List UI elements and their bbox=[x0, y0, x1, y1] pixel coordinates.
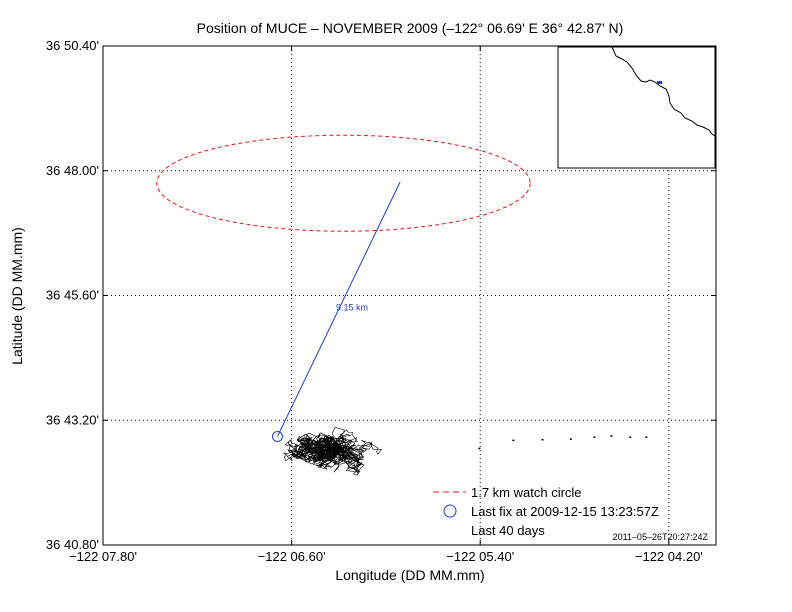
legend: 1.7 km watch circle Last fix at 2009-12-… bbox=[433, 485, 659, 538]
x-tick-label: −122 07.80' bbox=[69, 549, 137, 564]
inset-map bbox=[557, 46, 716, 169]
inset-frame bbox=[557, 46, 716, 169]
timestamp: 2011–05–26T20:27:24Z bbox=[613, 532, 709, 542]
drift-point bbox=[541, 438, 544, 441]
offset-distance-label: 9.15 km bbox=[336, 303, 368, 313]
last-40-days-track bbox=[283, 426, 383, 476]
watch-circle bbox=[156, 134, 531, 232]
y-tick-label: 36 40.80' bbox=[46, 537, 99, 552]
legend-watch-circle-label: 1.7 km watch circle bbox=[471, 485, 582, 500]
x-tick-label: −122 06.60' bbox=[258, 549, 326, 564]
series-layer: 9.15 km bbox=[156, 134, 648, 476]
drift-point bbox=[629, 436, 632, 438]
x-tick-labels: −122 07.80' −122 06.60' −122 05.40' −122 04… bbox=[69, 549, 703, 564]
y-tick-labels: 36 40.80' 36 43.20' 36 45.60' 36 48.00' 36 5… bbox=[46, 38, 99, 552]
drift-point bbox=[593, 436, 596, 438]
drift-point bbox=[478, 447, 481, 450]
x-axis-label: Longitude (DD MM.mm) bbox=[335, 567, 484, 583]
x-tick-label: −122 04.20' bbox=[635, 549, 703, 564]
drift-point bbox=[569, 438, 572, 440]
inset-mooring-marker bbox=[657, 81, 662, 84]
legend-last-fix-marker bbox=[443, 504, 457, 518]
y-tick-label: 36 48.00' bbox=[46, 163, 99, 178]
plot-frame bbox=[102, 45, 717, 546]
inset-coastline bbox=[611, 46, 716, 137]
x-tick-label: −122 05.40' bbox=[446, 549, 514, 564]
drift-point bbox=[645, 436, 648, 438]
chart-title: Position of MUCE – NOVEMBER 2009 (–122° … bbox=[197, 20, 624, 36]
legend-last-40-days-label: Last 40 days bbox=[471, 523, 545, 538]
y-tick-label: 36 50.40' bbox=[46, 38, 99, 53]
y-tick-label: 36 45.60' bbox=[46, 288, 99, 303]
y-axis-label: Latitude (DD MM.mm) bbox=[9, 227, 25, 365]
drift-point bbox=[512, 439, 515, 442]
offset-line bbox=[277, 181, 401, 437]
legend-last-fix-label: Last fix at 2009-12-15 13:23:57Z bbox=[471, 504, 659, 519]
last-fix-marker bbox=[271, 430, 283, 442]
y-tick-label: 36 43.20' bbox=[46, 412, 99, 427]
drift-point bbox=[610, 435, 613, 437]
